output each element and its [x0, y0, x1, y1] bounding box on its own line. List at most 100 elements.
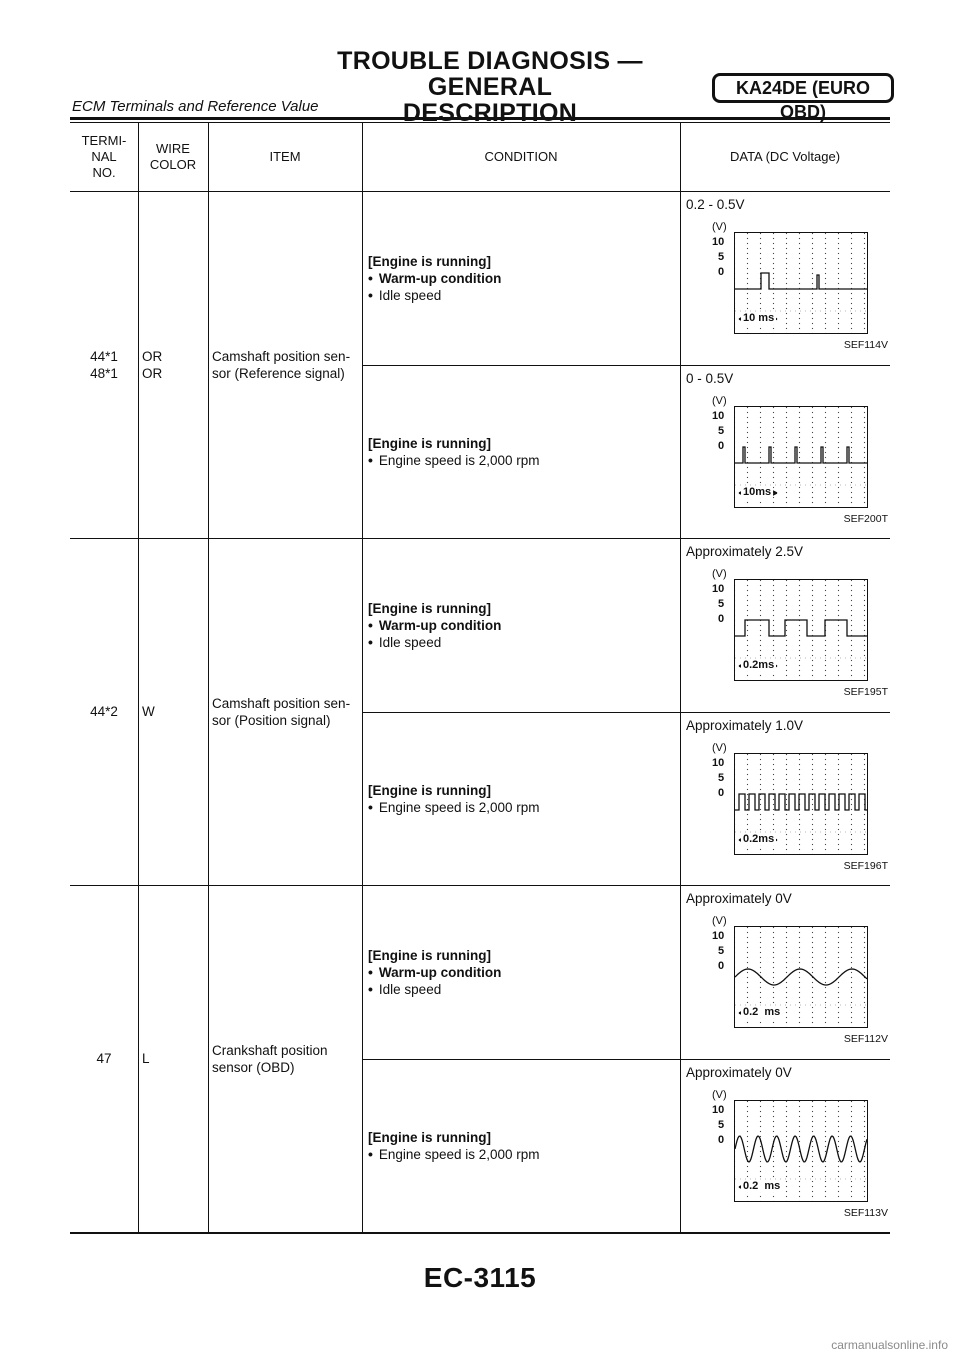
bullet-marker: • [368, 799, 373, 816]
col-header-data: DATA (DC Voltage) [729, 149, 841, 164]
time-scale-label: 0.2ms [741, 832, 777, 845]
page-title-line2: DESCRIPTION [402, 99, 578, 127]
bullet-marker: • [368, 963, 373, 980]
condition-bullet-text: Idle speed [378, 287, 442, 303]
figure-code: SEF195T [843, 686, 888, 698]
scope-voltage-label: 10 [712, 236, 725, 248]
wire-color: W [142, 703, 155, 719]
time-scale-label: 0.2ms [741, 659, 777, 671]
scope-voltage-label: 5 [718, 251, 725, 263]
bullet-marker: • [368, 633, 373, 650]
scope-unit-label: (V) [712, 915, 727, 927]
header-rule-thin [70, 122, 890, 123]
scope-voltage-label: 10 [712, 409, 725, 422]
condition-bullet-text: Warm-up condition [378, 617, 502, 633]
condition-cell: [Engine is running] • Warm-up condition • Id… [368, 947, 674, 998]
table-group-divider [70, 538, 890, 539]
scope-voltage-label: 0 [718, 1133, 725, 1146]
item-description: Crankshaft position sensor (OBD) [212, 1042, 328, 1075]
condition-bullet-text: Engine speed is 2,000 rpm [378, 453, 540, 469]
condition-bullet: • Idle speed [368, 287, 674, 304]
scope-unit-label: (V) [712, 568, 727, 580]
condition-title: [Engine is running] [368, 600, 491, 616]
wire-color: L [142, 1050, 150, 1066]
time-scale-label: 0.2 ms [741, 1179, 783, 1192]
page-title: TROUBLE DIAGNOSIS — GENERAL DESCRIPTION [280, 48, 700, 126]
watermark: carmanualsonline.info [831, 1338, 948, 1352]
table-bottom-rule [70, 1232, 890, 1234]
condition-bullet: • Idle speed [368, 981, 674, 998]
terminal-number: 44*1 48*1 [90, 348, 118, 381]
table-col-divider [362, 123, 363, 1232]
wire-color: OR OR [142, 348, 163, 381]
condition-title: [Engine is running] [368, 947, 491, 963]
scope-voltage-label: 10 [712, 930, 725, 942]
terminal-number: 47 [96, 1050, 112, 1066]
figure-code: SEF196T [843, 859, 888, 872]
condition-cell: [Engine is running] • Engine speed is 2,00… [368, 782, 674, 816]
scope-voltage-label: 10 [712, 756, 725, 769]
condition-title: [Engine is running] [368, 253, 491, 269]
condition-bullet: • Engine speed is 2,000 rpm [368, 1146, 674, 1163]
scope-waveform [735, 1134, 867, 1163]
condition-cell: [Engine is running] • Warm-up condition • Id… [368, 600, 674, 651]
condition-bullet: • Idle speed [368, 634, 674, 651]
page-title-line1: TROUBLE DIAGNOSIS — GENERAL [337, 47, 643, 101]
scope-voltage-label: 5 [718, 945, 725, 957]
condition-cell: [Engine is running] • Engine speed is 2,00… [368, 1129, 674, 1163]
scope-unit-label: (V) [712, 394, 727, 407]
table-col-divider [138, 123, 139, 1232]
data-value: Approximately 0V [686, 1064, 792, 1080]
condition-bullet: • Warm-up condition [368, 617, 674, 634]
condition-cell: [Engine is running] • Engine speed is 2,00… [368, 435, 674, 469]
scope-unit-label: (V) [712, 741, 727, 754]
table-col-divider [680, 123, 681, 1232]
scope-voltage-label: 10 [712, 1103, 725, 1116]
bullet-marker: • [368, 286, 373, 303]
condition-bullet-text: Warm-up condition [378, 964, 502, 980]
model-badge: KA24DE (EURO OBD) [712, 73, 894, 122]
condition-bullet-text: Idle speed [378, 981, 442, 997]
condition-bullet: • Engine speed is 2,000 rpm [368, 799, 674, 816]
condition-bullet-text: Engine speed is 2,000 rpm [378, 1147, 540, 1163]
data-value: Approximately 1.0V [686, 717, 804, 733]
scope-voltage-label: 5 [718, 424, 725, 437]
scope-voltage-label: 0 [718, 786, 725, 799]
condition-bullet: • Warm-up condition [368, 964, 674, 981]
table-row-divider [362, 364, 890, 366]
table-row-divider [362, 1058, 890, 1060]
condition-bullet-text: Idle speed [378, 634, 442, 650]
col-header-item: ITEM [269, 149, 301, 164]
condition-title: [Engine is running] [368, 436, 491, 452]
scope-voltage-label: 5 [718, 771, 725, 784]
bullet-marker: • [368, 452, 373, 469]
bullet-marker: • [368, 980, 373, 997]
col-header-wire-color: WIRE COLOR [149, 141, 197, 172]
terminal-number: 44*2 [90, 703, 118, 719]
page-number: EC-3115 [423, 1262, 537, 1293]
bullet-marker: • [368, 616, 373, 633]
oscilloscope-plot: 0.2 ms [734, 926, 868, 1028]
condition-bullet-text: Warm-up condition [378, 270, 502, 286]
time-scale-label: 10ms [741, 485, 774, 498]
condition-cell: [Engine is running] • Warm-up condition • Id… [368, 253, 674, 304]
time-scale-label: 0.2 ms [741, 1006, 783, 1018]
item-description: Camshaft position sen- sor (Position sig… [212, 695, 351, 728]
col-header-condition: CONDITION [484, 149, 558, 164]
table-col-divider [208, 123, 209, 1232]
scope-voltage-label: 5 [718, 1118, 725, 1131]
scope-waveform [735, 445, 867, 464]
table-row-divider [362, 711, 890, 713]
oscilloscope-plot: 10ms [734, 405, 868, 508]
oscilloscope-plot: 10 ms [734, 232, 868, 334]
item-description: Camshaft position sen- sor (Reference si… [212, 348, 351, 381]
scope-voltage-label: 0 [718, 613, 725, 625]
data-value: 0.2 - 0.5V [686, 197, 745, 212]
data-value: Approximately 2.5V [686, 544, 804, 559]
data-value: 0 - 0.5V [686, 370, 734, 386]
figure-code: SEF113V [843, 1206, 888, 1219]
oscilloscope-plot: 0.2 ms [734, 1099, 868, 1202]
data-value: Approximately 0V [686, 891, 792, 906]
scope-waveform [735, 619, 867, 637]
condition-bullet: • Engine speed is 2,000 rpm [368, 452, 674, 469]
